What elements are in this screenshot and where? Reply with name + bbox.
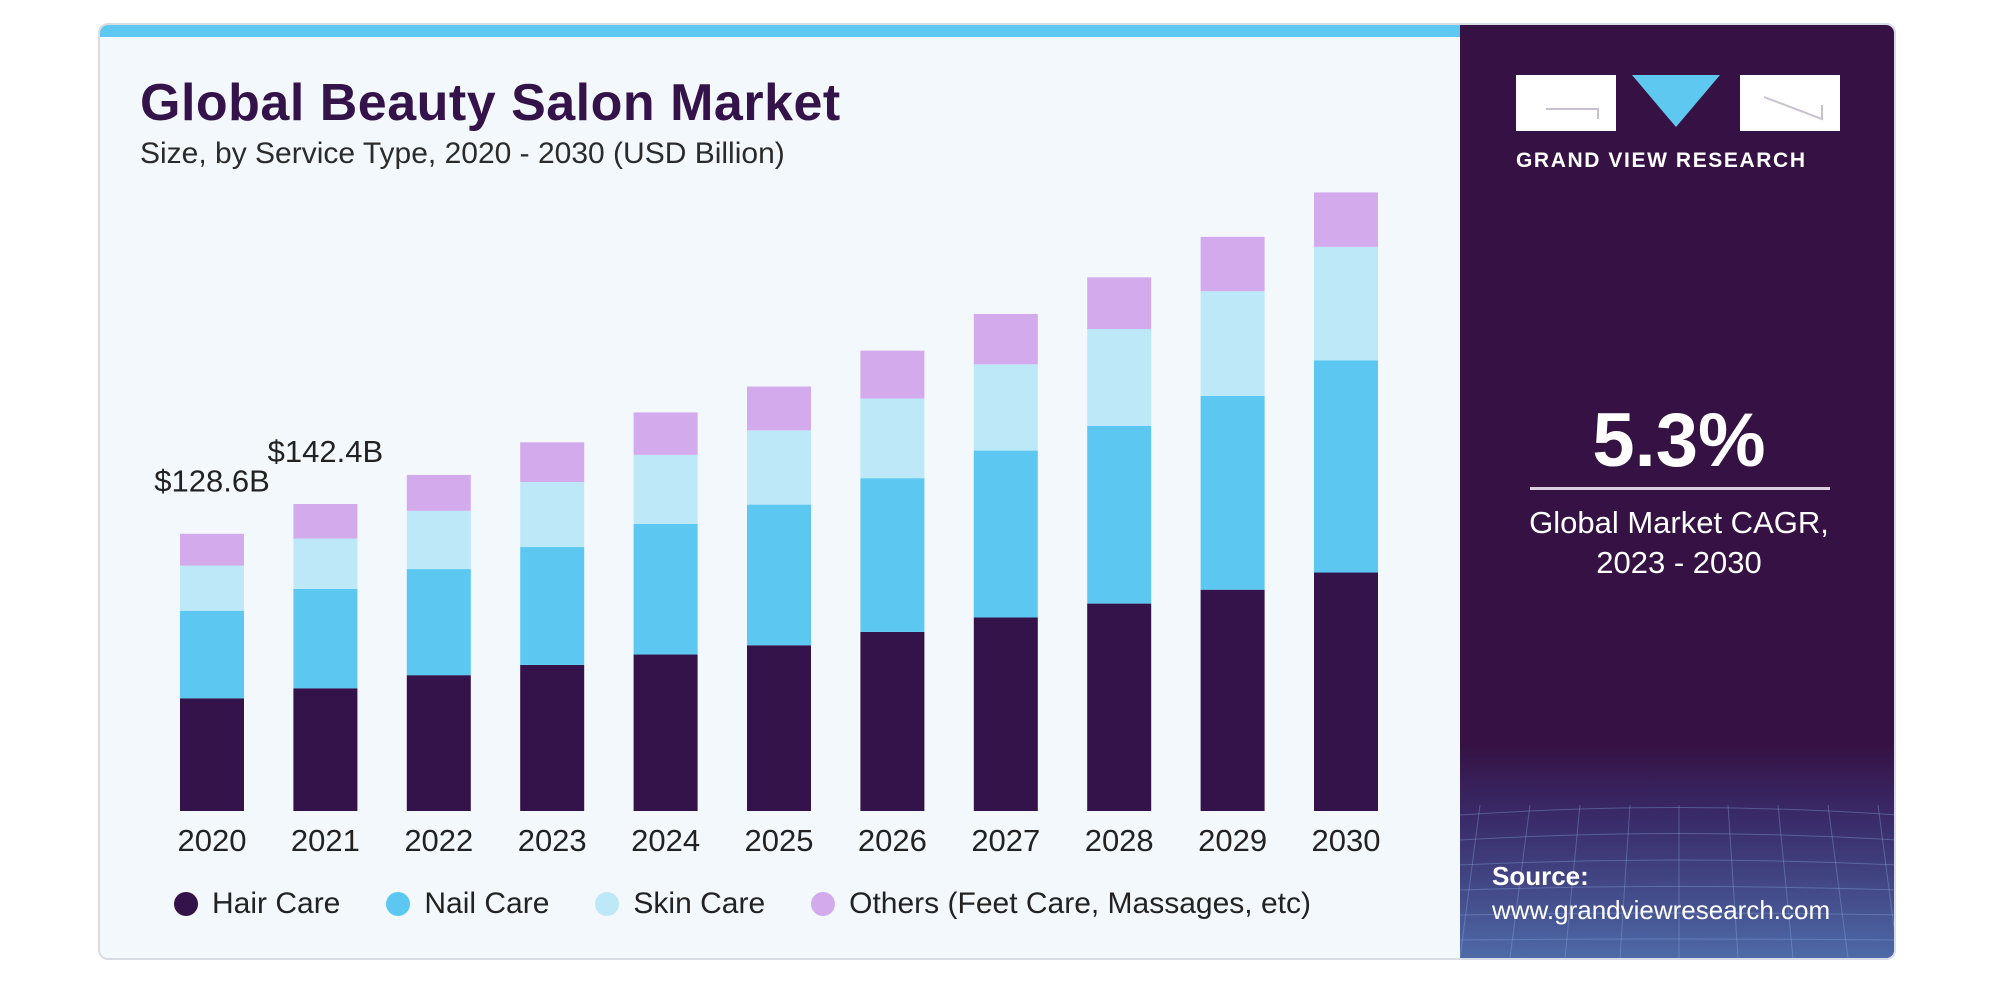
bar-segment-others-2020 bbox=[180, 533, 244, 566]
infographic-card: Global Beauty Salon Market Size, by Serv… bbox=[98, 23, 1896, 960]
x-tick-label: 2025 bbox=[745, 823, 814, 858]
bar-segment-nail-2020 bbox=[180, 610, 244, 699]
bar-segment-hair-2030 bbox=[1314, 572, 1378, 811]
x-tick-label: 2026 bbox=[858, 823, 927, 858]
bar-segment-others-2030 bbox=[1314, 192, 1378, 247]
x-tick-label: 2022 bbox=[404, 823, 473, 858]
cagr-label: Global Market CAGR, 2023 - 2030 bbox=[1460, 503, 1894, 583]
legend-label: Skin Care bbox=[633, 887, 766, 920]
bar-segment-nail-2022 bbox=[406, 569, 471, 676]
legend-item: Nail Care bbox=[386, 887, 549, 921]
bar-segment-skin-2027 bbox=[973, 364, 1038, 451]
bar-segment-hair-2024 bbox=[633, 654, 698, 811]
x-tick-label: 2029 bbox=[1198, 823, 1267, 858]
bar-segment-nail-2024 bbox=[633, 523, 698, 655]
bar-segment-others-2021 bbox=[293, 504, 358, 539]
legend-swatch bbox=[386, 892, 411, 916]
bar-segment-nail-2028 bbox=[1087, 425, 1152, 604]
accent-bar bbox=[100, 25, 1460, 37]
legend-label: Nail Care bbox=[424, 887, 550, 920]
cagr-divider bbox=[1530, 487, 1830, 490]
chart-panel: Global Beauty Salon Market Size, by Serv… bbox=[100, 25, 1460, 958]
source-link[interactable]: www.grandviewresearch.com bbox=[1492, 895, 1831, 925]
x-tick-label: 2021 bbox=[291, 823, 360, 858]
bar-segment-nail-2029 bbox=[1200, 395, 1265, 590]
source-label: Source: bbox=[1492, 861, 1589, 891]
bar-segment-hair-2027 bbox=[973, 617, 1038, 811]
bar-segment-nail-2021 bbox=[293, 588, 358, 689]
bar-segment-hair-2026 bbox=[860, 631, 925, 811]
legend-item: Skin Care bbox=[595, 887, 765, 921]
bar-segment-skin-2030 bbox=[1314, 246, 1378, 361]
bar-segment-hair-2020 bbox=[180, 698, 244, 811]
bar-segment-nail-2027 bbox=[973, 450, 1038, 618]
bar-segment-skin-2026 bbox=[860, 398, 925, 479]
bar-segment-hair-2025 bbox=[747, 645, 811, 811]
bar-segment-nail-2030 bbox=[1314, 360, 1378, 573]
legend-swatch bbox=[811, 892, 836, 916]
legend-swatch bbox=[174, 892, 198, 916]
bar-segment-hair-2028 bbox=[1087, 603, 1152, 811]
legend-swatch bbox=[595, 892, 620, 916]
bar-segment-nail-2025 bbox=[747, 504, 811, 646]
bar-segment-skin-2024 bbox=[633, 454, 698, 524]
bar-segment-hair-2021 bbox=[293, 688, 358, 811]
bar-segment-skin-2025 bbox=[747, 430, 811, 505]
bar-segment-others-2027 bbox=[973, 313, 1038, 365]
summary-panel: GRAND VIEW RESEARCH 5.3% Global Market C… bbox=[1460, 25, 1894, 958]
bar-segment-skin-2021 bbox=[293, 538, 358, 589]
bar-segment-nail-2023 bbox=[520, 547, 585, 665]
legend-item: Others (Feet Care, Massages, etc) bbox=[811, 887, 1311, 921]
bar-segment-skin-2029 bbox=[1200, 291, 1265, 396]
cagr-value: 5.3% bbox=[1592, 398, 1766, 483]
bar-segment-hair-2023 bbox=[520, 664, 585, 811]
bar-segment-others-2026 bbox=[860, 350, 925, 399]
x-tick-label: 2023 bbox=[518, 823, 587, 858]
legend-label: Hair Care bbox=[212, 887, 341, 920]
bar-segment-others-2029 bbox=[1200, 236, 1265, 292]
bar-segment-others-2025 bbox=[747, 386, 811, 431]
bar-segment-hair-2022 bbox=[406, 675, 471, 811]
legend-item: Hair Care bbox=[174, 887, 340, 921]
chart-title: Global Beauty Salon Market bbox=[140, 74, 841, 132]
bar-segment-skin-2020 bbox=[180, 565, 244, 611]
bar-segment-skin-2022 bbox=[406, 510, 471, 570]
x-tick-label: 2027 bbox=[971, 823, 1040, 858]
brand-name: GRAND VIEW RESEARCH bbox=[1516, 149, 1807, 172]
bar-segment-others-2028 bbox=[1087, 277, 1152, 330]
chart-subtitle: Size, by Service Type, 2020 - 2030 (USD … bbox=[140, 137, 785, 170]
bar-segment-skin-2028 bbox=[1087, 329, 1152, 426]
data-label-2020: $128.6B bbox=[154, 464, 270, 499]
cagr-label-line2: 2023 - 2030 bbox=[1596, 545, 1762, 580]
chart-legend: Hair Care Nail Care Skin Care Others (Feet … bbox=[174, 887, 1357, 921]
grand-view-research-logo-icon bbox=[1516, 75, 1840, 131]
bar-segment-nail-2026 bbox=[860, 478, 925, 632]
bar-segment-hair-2029 bbox=[1200, 589, 1265, 811]
stacked-bar-chart: 2020 2021 2022 2023 2024 2025 2026 2027 2028 2029… bbox=[154, 192, 1381, 858]
bar-segment-others-2024 bbox=[633, 412, 698, 455]
decorative-grid-background bbox=[1460, 745, 1894, 958]
x-tick-label: 2028 bbox=[1085, 823, 1154, 858]
bar-segment-others-2023 bbox=[520, 442, 585, 483]
data-label-2021: $142.4B bbox=[268, 434, 384, 469]
cagr-label-line1: Global Market CAGR, bbox=[1529, 505, 1829, 540]
bar-segment-others-2022 bbox=[406, 474, 471, 511]
x-tick-label: 2030 bbox=[1312, 823, 1381, 858]
x-tick-label: 2020 bbox=[178, 823, 247, 858]
legend-label: Others (Feet Care, Massages, etc) bbox=[849, 887, 1311, 920]
bar-segment-skin-2023 bbox=[520, 482, 585, 548]
x-tick-label: 2024 bbox=[631, 823, 700, 858]
